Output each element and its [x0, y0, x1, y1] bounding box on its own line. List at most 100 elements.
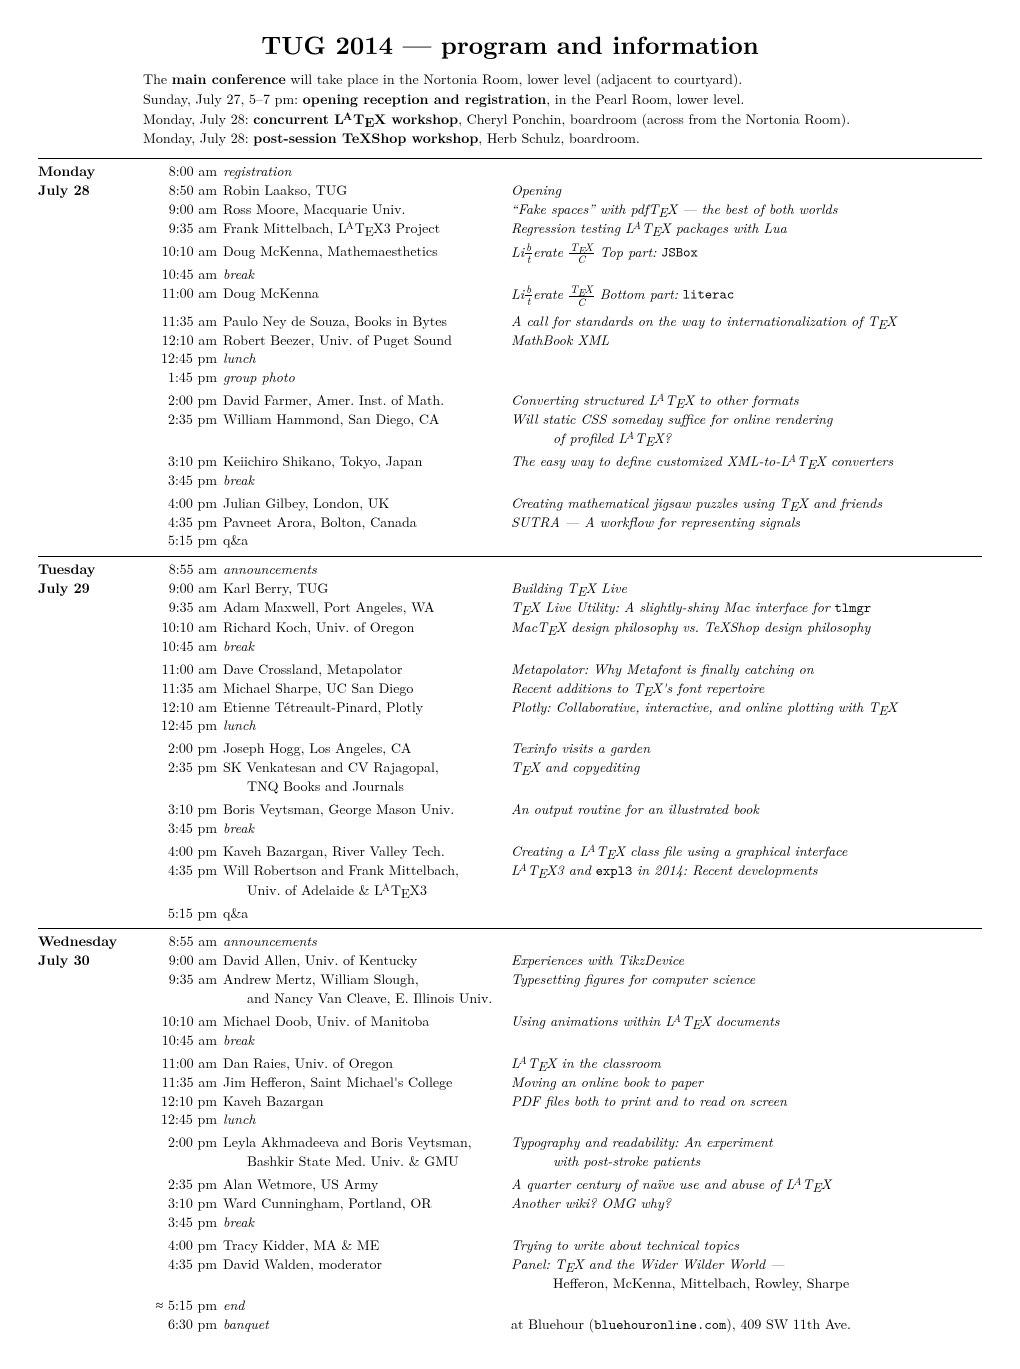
schedule-row: ≈ 5:15 pmend [38, 1296, 982, 1315]
speaker-cell: group photo [223, 368, 511, 387]
time-cell: 3:10 pm [147, 800, 223, 819]
schedule-row: 10:45 ambreak [38, 1031, 982, 1050]
title-cell: LATEX in the classroom [511, 1054, 982, 1073]
title-cell: A quarter century of naïve use and abuse… [511, 1175, 982, 1194]
title-cell-cont: of profiled LATEX? [535, 429, 982, 448]
speaker-cell: Doug McKenna, Mathemaesthetics [223, 242, 511, 261]
speaker-cell: q&a [223, 531, 511, 550]
schedule-row: 4:00 pmKaveh Bazargan, River Valley Tech… [38, 842, 982, 861]
title-cell: Typesetting figures for computer science [511, 970, 982, 989]
speaker-cell: Jim Hefferon, Saint Michael's College [223, 1073, 511, 1092]
schedule-row: 11:35 amPaulo Ney de Souza, Books in Byt… [38, 312, 982, 331]
speaker-cell-cont: Univ. of Adelaide & LATEX3 [223, 881, 535, 900]
time-cell: 9:35 am [147, 970, 223, 989]
schedule-row: July 299:00 amKarl Berry, TUGBuilding TE… [38, 579, 982, 598]
time-cell: 4:35 pm [147, 513, 223, 532]
schedule-row: 4:00 pmJulian Gilbey, London, UKCreating… [38, 494, 982, 513]
speaker-cell: Doug McKenna [223, 284, 511, 303]
schedule-row: 5:15 pmq&a [38, 531, 982, 550]
title-cell: LATEX3 and expl3 in 2014: Recent develop… [511, 861, 982, 881]
title-cell: Moving an online book to paper [511, 1073, 982, 1092]
speaker-cell: Alan Wetmore, US Army [223, 1175, 511, 1194]
time-cell: 9:35 am [147, 598, 223, 617]
speaker-cell: Ross Moore, Macquarie Univ. [223, 200, 511, 219]
time-cell: 10:45 am [147, 265, 223, 284]
schedule-row: 11:00 amDoug McKennaLibterate TEXC Botto… [38, 284, 982, 307]
time-cell: 4:00 pm [147, 842, 223, 861]
speaker-cell: David Farmer, Amer. Inst. of Math. [223, 391, 511, 410]
title-cell: Libterate TEXC Top part: JSBox [511, 242, 982, 265]
title-cell: Using animations within LATEX documents [511, 1012, 982, 1031]
time-cell: 12:10 am [147, 698, 223, 717]
title-cell: Trying to write about technical topics [511, 1236, 982, 1255]
time-cell: 8:50 am [147, 181, 223, 200]
speaker-cell: break [223, 1031, 511, 1050]
schedule-row: July 288:50 amRobin Laakso, TUGOpening [38, 181, 982, 200]
title-cell: MathBook XML [511, 331, 982, 350]
time-cell: 11:00 am [147, 1054, 223, 1073]
title-cell-cont: with post-stroke patients [535, 1152, 982, 1171]
page-title: TUG 2014 — program and information [38, 28, 982, 62]
speaker-cell: q&a [223, 904, 511, 923]
speaker-cell: Robert Beezer, Univ. of Puget Sound [223, 331, 511, 350]
speaker-cell-cont: and Nancy Van Cleave, E. Illinois Univ. [223, 989, 535, 1008]
speaker-cell: Joseph Hogg, Los Angeles, CA [223, 739, 511, 758]
title-cell: TEX and copyediting [511, 758, 982, 777]
schedule-row: 3:10 pmWard Cunningham, Portland, ORAnot… [38, 1194, 982, 1213]
schedule: Monday8:00 amregistrationJuly 288:50 amR… [38, 158, 982, 1335]
speaker-cell: Dan Raies, Univ. of Oregon [223, 1054, 511, 1073]
schedule-row-cont: Hefferon, McKenna, Mittelbach, Rowley, S… [38, 1274, 982, 1293]
intro-block: The main conference will take place in t… [143, 70, 982, 149]
time-cell: 9:00 am [147, 951, 223, 970]
schedule-row: 4:35 pmPavneet Arora, Bolton, CanadaSUTR… [38, 513, 982, 532]
title-cell: Metapolator: Why Metafont is finally cat… [511, 660, 982, 679]
schedule-row: 2:00 pmDavid Farmer, Amer. Inst. of Math… [38, 391, 982, 410]
schedule-row: 3:45 pmbreak [38, 819, 982, 838]
title-cell: PDF files both to print and to read on s… [511, 1092, 982, 1111]
time-cell: 8:55 am [147, 932, 223, 951]
speaker-cell: Will Robertson and Frank Mittelbach, [223, 861, 511, 880]
speaker-cell: lunch [223, 1110, 511, 1129]
schedule-row: 10:10 amMichael Doob, Univ. of ManitobaU… [38, 1012, 982, 1031]
title-cell: SUTRA — A workflow for representing sign… [511, 513, 982, 532]
schedule-row: 11:00 amDave Crossland, MetapolatorMetap… [38, 660, 982, 679]
time-cell: 6:30 pm [147, 1315, 223, 1334]
time-cell: 4:00 pm [147, 1236, 223, 1255]
speaker-cell: announcements [223, 932, 511, 951]
speaker-cell-cont: Bashkir State Med. Univ. & GMU [223, 1152, 535, 1171]
schedule-row-cont: Bashkir State Med. Univ. & GMUwith post-… [38, 1152, 982, 1171]
schedule-row: 9:35 amAndrew Mertz, William Slough,Type… [38, 970, 982, 989]
speaker-cell: Michael Sharpe, UC San Diego [223, 679, 511, 698]
title-cell: MacTEX design philosophy vs. TeXShop des… [511, 618, 982, 637]
speaker-cell: announcements [223, 560, 511, 579]
title-cell: Will static CSS someday suffice for onli… [511, 410, 982, 429]
intro-line: Sunday, July 27, 5–7 pm: opening recepti… [143, 90, 982, 109]
schedule-row-cont: and Nancy Van Cleave, E. Illinois Univ. [38, 989, 982, 1008]
speaker-cell: Pavneet Arora, Bolton, Canada [223, 513, 511, 532]
speaker-cell: Michael Doob, Univ. of Manitoba [223, 1012, 511, 1031]
speaker-cell: Kaveh Bazargan [223, 1092, 511, 1111]
schedule-row: 10:45 ambreak [38, 265, 982, 284]
intro-line: The main conference will take place in t… [143, 70, 982, 89]
schedule-row-cont: of profiled LATEX? [38, 429, 982, 448]
schedule-row: 12:10 amEtienne Tétreault-Pinard, Plotly… [38, 698, 982, 717]
title-cell-cont: Hefferon, McKenna, Mittelbach, Rowley, S… [535, 1274, 982, 1293]
time-cell: 2:35 pm [147, 1175, 223, 1194]
speaker-cell: lunch [223, 716, 511, 735]
speaker-cell-cont: TNQ Books and Journals [223, 777, 535, 796]
time-cell: 10:10 am [147, 242, 223, 261]
time-cell: 10:10 am [147, 1012, 223, 1031]
time-cell: 4:35 pm [147, 1255, 223, 1274]
speaker-cell: break [223, 819, 511, 838]
schedule-row: Tuesday8:55 amannouncements [38, 560, 982, 579]
title-cell: An output routine for an illustrated boo… [511, 800, 982, 819]
schedule-row: 12:10 pmKaveh BazarganPDF files both to … [38, 1092, 982, 1111]
time-cell: 10:45 am [147, 1031, 223, 1050]
schedule-row: 9:00 amRoss Moore, Macquarie Univ.“Fake … [38, 200, 982, 219]
schedule-row: 10:10 amRichard Koch, Univ. of OregonMac… [38, 618, 982, 637]
title-cell: Regression testing LATEX packages with L… [511, 219, 982, 238]
schedule-row: 11:35 amJim Hefferon, Saint Michael's Co… [38, 1073, 982, 1092]
schedule-row: 6:30 pmbanquetat Bluehour (bluehouronlin… [38, 1315, 982, 1335]
schedule-row: 11:00 amDan Raies, Univ. of OregonLATEX … [38, 1054, 982, 1073]
schedule-row: 12:10 amRobert Beezer, Univ. of Puget So… [38, 331, 982, 350]
